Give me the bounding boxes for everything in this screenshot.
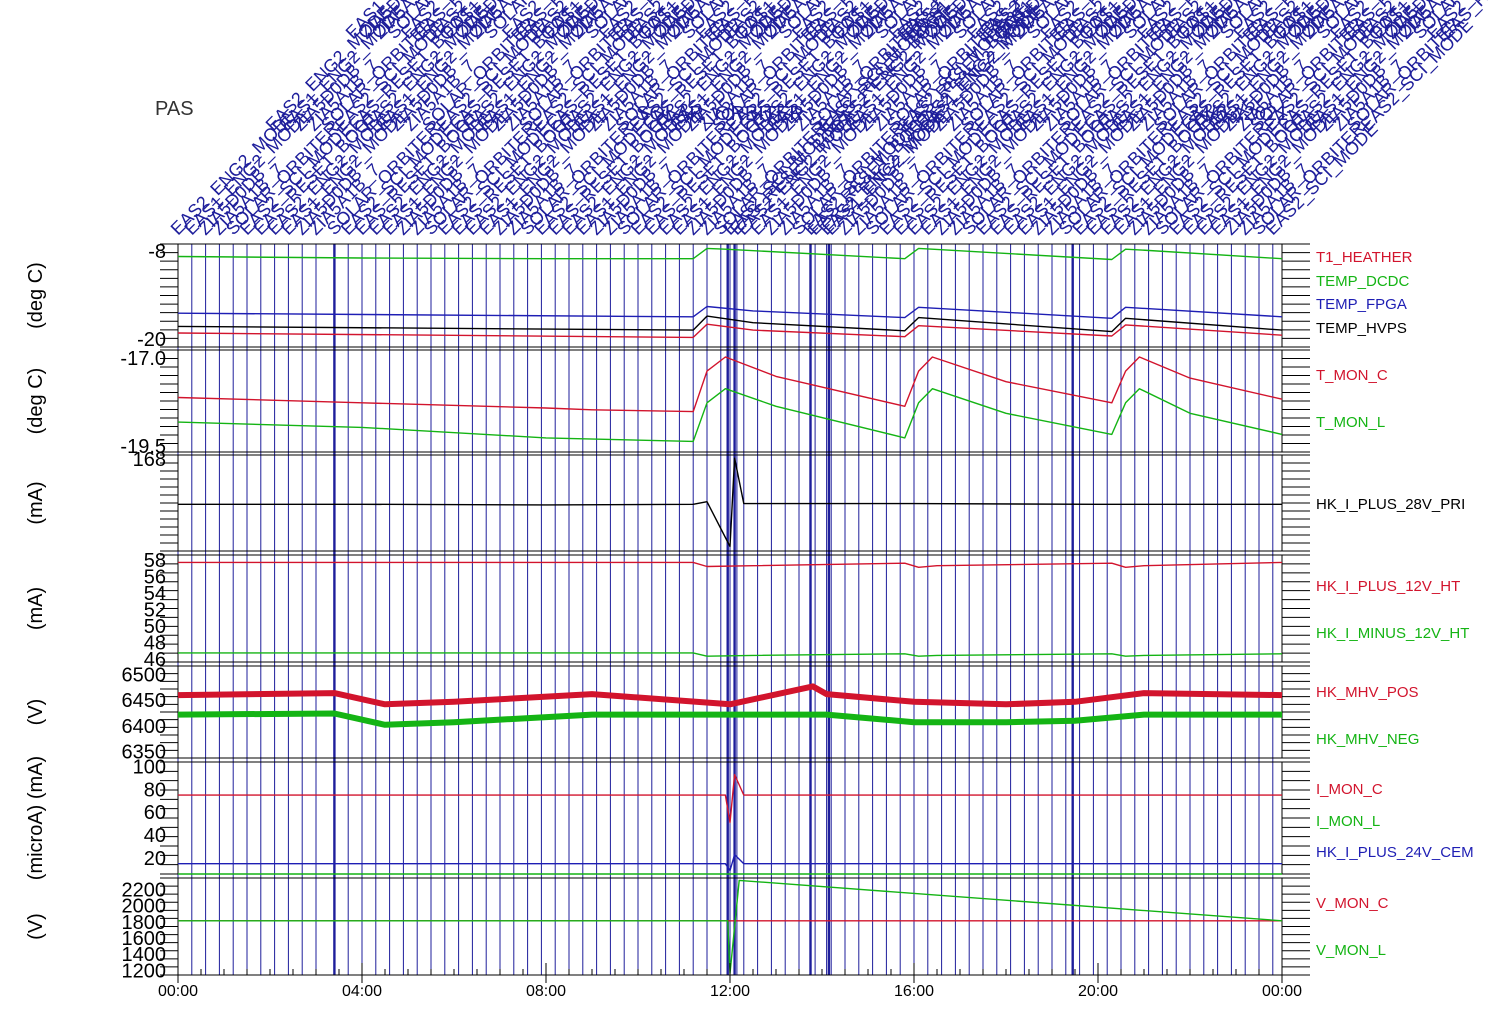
series-line xyxy=(177,323,1283,339)
x-tick-label: 04:00 xyxy=(342,983,382,1000)
y-tick-label: 6350 xyxy=(122,741,167,763)
y-tick-label: -20 xyxy=(137,329,166,351)
legend-label: HK_I_MINUS_12V_HT xyxy=(1316,625,1469,642)
y-tick-label: 80 xyxy=(144,779,166,801)
series-line xyxy=(178,853,1282,872)
legend-label: HK_I_PLUS_12V_HT xyxy=(1316,578,1460,595)
y-tick-label: -19.5 xyxy=(120,436,166,458)
x-tick-label: 00:00 xyxy=(158,983,198,1000)
series-line xyxy=(178,652,1283,657)
y-tick-label: 6450 xyxy=(122,690,167,712)
series-line xyxy=(178,561,1283,568)
y-tick-label: 58 xyxy=(144,550,166,572)
legend-label: T1_HEATHER xyxy=(1316,249,1413,266)
y-axis-label: (V) xyxy=(25,913,47,940)
header-instrument: PAS xyxy=(155,98,194,120)
legend-label: HK_I_PLUS_28V_PRI xyxy=(1316,496,1465,513)
y-tick-label: 6400 xyxy=(122,716,167,738)
y-tick-label: 1800 xyxy=(122,912,167,934)
y-tick-label: 40 xyxy=(144,825,166,847)
y-axis-label: (V) xyxy=(25,699,47,726)
x-tick-label: 16:00 xyxy=(894,983,934,1000)
x-tick-label: 20:00 xyxy=(1078,983,1118,1000)
x-tick-label: 12:00 xyxy=(710,983,750,1000)
legend-label: T_MON_C xyxy=(1316,367,1388,384)
y-tick-label: 52 xyxy=(144,600,166,622)
series-line xyxy=(178,773,1282,824)
y-tick-label: 2000 xyxy=(122,896,167,918)
legend-label: I_MON_L xyxy=(1316,813,1380,830)
y-tick-label: 1600 xyxy=(122,928,167,950)
y-tick-label: 20 xyxy=(144,848,166,870)
y-tick-label: 100 xyxy=(133,756,166,778)
legend-label: T_MON_L xyxy=(1316,414,1385,431)
y-tick-label: 56 xyxy=(144,567,166,589)
y-tick-label: -8 xyxy=(148,241,166,263)
legend-label: V_MON_C xyxy=(1316,895,1389,912)
y-tick-label: 48 xyxy=(144,632,166,654)
series-line xyxy=(177,356,1283,413)
legend-label: TEMP_HVPS xyxy=(1316,320,1407,337)
series-line xyxy=(177,315,1283,333)
legend-label: HK_MHV_NEG xyxy=(1316,731,1419,748)
y-tick-label: -17.0 xyxy=(120,348,166,370)
series-line xyxy=(177,305,1283,319)
y-axis-label: (mA) xyxy=(25,481,47,524)
y-tick-label: 168 xyxy=(133,449,166,471)
legend-label: TEMP_FPGA xyxy=(1316,296,1407,313)
y-tick-label: 2200 xyxy=(122,880,167,902)
y-tick-label: 1200 xyxy=(122,960,167,982)
header-date: 24/03/2021 xyxy=(1188,103,1288,125)
x-tick-label: 08:00 xyxy=(526,983,566,1000)
series-line xyxy=(177,388,1283,443)
series-line xyxy=(177,247,1283,261)
y-tick-label: 46 xyxy=(144,649,166,671)
legend-label: HK_I_PLUS_24V_CEM xyxy=(1316,844,1474,861)
legend-label: I_MON_C xyxy=(1316,781,1383,798)
series-line xyxy=(178,457,1282,548)
series-line xyxy=(177,683,1283,708)
y-tick-label: 50 xyxy=(144,616,166,638)
y-tick-label: 6500 xyxy=(122,665,167,687)
header-mission: SOLAR_ORBITER xyxy=(636,103,804,125)
x-tick-label: 00:00 xyxy=(1262,983,1302,1000)
y-axis-label: (mA) xyxy=(25,587,47,630)
y-axis-label: (deg C) xyxy=(25,368,47,435)
legend-label: V_MON_L xyxy=(1316,942,1386,959)
series-line xyxy=(177,710,1282,728)
y-axis-label: (deg C) xyxy=(25,262,47,329)
y-tick-label: 54 xyxy=(144,583,166,605)
legend-label: HK_MHV_POS xyxy=(1316,684,1419,701)
legend-label: TEMP_DCDC xyxy=(1316,273,1410,290)
y-tick-label: 60 xyxy=(144,802,166,824)
y-tick-label: 1400 xyxy=(122,944,167,966)
y-axis-label: (microA) (mA) xyxy=(25,756,47,880)
